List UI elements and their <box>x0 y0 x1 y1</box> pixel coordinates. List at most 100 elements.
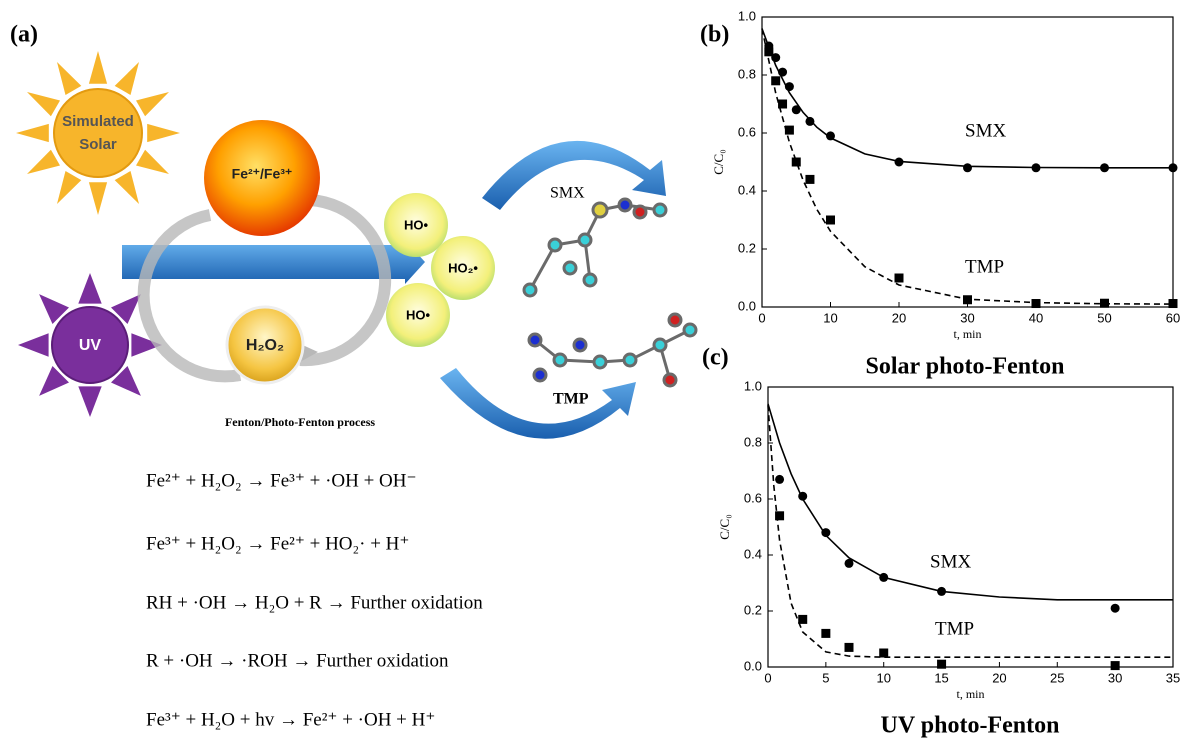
x-tick-label: 30 <box>1108 670 1122 685</box>
data-point <box>798 615 807 624</box>
x-tick-label: 40 <box>1029 310 1043 325</box>
x-tick-label: 30 <box>960 310 974 325</box>
radical-label: HO₂• <box>448 260 478 275</box>
data-point <box>879 649 888 658</box>
chart-title: Solar photo-Fenton <box>866 354 1065 380</box>
data-point <box>1100 299 1109 308</box>
data-point <box>845 559 854 568</box>
y-tick-label: 0.0 <box>738 298 756 313</box>
sun-ray <box>147 124 180 142</box>
x-tick-label: 60 <box>1166 310 1180 325</box>
data-point <box>764 47 773 56</box>
data-point <box>1111 604 1120 613</box>
sun-ray <box>57 62 81 95</box>
x-tick-label: 25 <box>1050 670 1064 685</box>
x-tick-label: 50 <box>1097 310 1111 325</box>
data-point <box>1169 163 1178 172</box>
y-tick-label: 0.4 <box>744 546 762 561</box>
data-point <box>792 105 801 114</box>
data-point <box>775 475 784 484</box>
catalyst-label: Fe²⁺/Fe³⁺ <box>232 166 293 182</box>
oxidant-label: H₂O₂ <box>246 337 284 354</box>
equation: Fe³⁺ + H₂O + hv → Fe²⁺ + ·OH + H⁺ <box>146 709 435 730</box>
data-point <box>778 100 787 109</box>
x-tick-label: 20 <box>992 670 1006 685</box>
sun-ray <box>27 92 60 116</box>
sun-ray <box>57 171 81 204</box>
pollutant-label: SMX <box>550 185 585 202</box>
sun-ray <box>18 333 49 356</box>
x-tick-label: 10 <box>823 310 837 325</box>
x-tick-label: 10 <box>876 670 890 685</box>
x-tick-label: 35 <box>1166 670 1180 685</box>
sun-ray <box>136 92 169 116</box>
cycle-arrow <box>144 215 240 376</box>
data-point <box>821 629 830 638</box>
y-axis-label: C/C₀ <box>717 514 732 540</box>
y-tick-label: 0.4 <box>738 182 756 197</box>
y-tick-label: 1.0 <box>744 378 762 393</box>
data-point <box>785 126 794 135</box>
panel-label: (c) <box>702 345 729 371</box>
data-point <box>798 492 807 501</box>
data-point <box>1100 163 1109 172</box>
sun-ray <box>78 273 101 304</box>
radical-label: HO• <box>406 307 431 322</box>
y-tick-label: 0.6 <box>744 490 762 505</box>
x-tick-label: 5 <box>822 670 829 685</box>
data-point <box>792 158 801 167</box>
data-point <box>826 131 835 140</box>
data-point <box>778 68 787 77</box>
data-point <box>845 643 854 652</box>
data-point <box>895 274 904 283</box>
annotation: SMX <box>930 551 971 572</box>
annotation: TMP <box>935 618 974 639</box>
y-axis-label: C/C₀ <box>711 149 726 175</box>
radical-label: HO• <box>404 217 429 232</box>
data-point <box>937 587 946 596</box>
data-point <box>1032 163 1041 172</box>
y-tick-label: 0.6 <box>738 124 756 139</box>
x-tick-label: 0 <box>764 670 771 685</box>
equation: RH + ·OH → H₂O + R → Further oxidation <box>146 592 483 613</box>
sun-ray <box>115 62 139 95</box>
x-tick-label: 0 <box>758 310 765 325</box>
data-point <box>1111 661 1120 670</box>
x-axis-label: t, min <box>953 327 981 341</box>
sun-ray <box>27 150 60 174</box>
data-point <box>775 511 784 520</box>
tmp-molecule <box>529 314 696 386</box>
sun-ray <box>89 182 107 215</box>
caption: Fenton/Photo-Fenton process <box>225 415 375 429</box>
sun-ray <box>78 386 101 417</box>
data-point <box>805 117 814 126</box>
data-point <box>1032 299 1041 308</box>
data-point <box>821 528 830 537</box>
data-point <box>895 158 904 167</box>
fit-curve <box>762 29 1173 168</box>
equation: R + ·OH → ·ROH → Further oxidation <box>146 650 449 671</box>
chart-title: UV photo-Fenton <box>881 713 1060 739</box>
annotation: SMX <box>965 120 1006 141</box>
sun-ray <box>16 124 49 142</box>
data-point <box>771 76 780 85</box>
sun-ray <box>136 150 169 174</box>
data-point <box>1169 299 1178 308</box>
data-point <box>937 660 946 669</box>
annotation: TMP <box>965 256 1004 277</box>
data-point <box>785 82 794 91</box>
equation: Fe²⁺ + H₂O₂ → Fe³⁺ + ·OH + OH⁻ <box>146 470 417 491</box>
cycle-arrow <box>300 200 385 360</box>
solar-label: Simulated <box>62 113 134 130</box>
solar-label: Solar <box>79 136 117 153</box>
y-tick-label: 0.2 <box>738 240 756 255</box>
x-tick-label: 15 <box>934 670 948 685</box>
data-point <box>805 175 814 184</box>
data-point <box>879 573 888 582</box>
data-point <box>963 163 972 172</box>
sun-ray <box>89 51 107 84</box>
y-tick-label: 0.0 <box>744 658 762 673</box>
page: (a) SimulatedSolarUV Fe²⁺/Fe³⁺ H₂O₂ HO• … <box>0 0 1181 740</box>
y-tick-label: 0.8 <box>744 434 762 449</box>
